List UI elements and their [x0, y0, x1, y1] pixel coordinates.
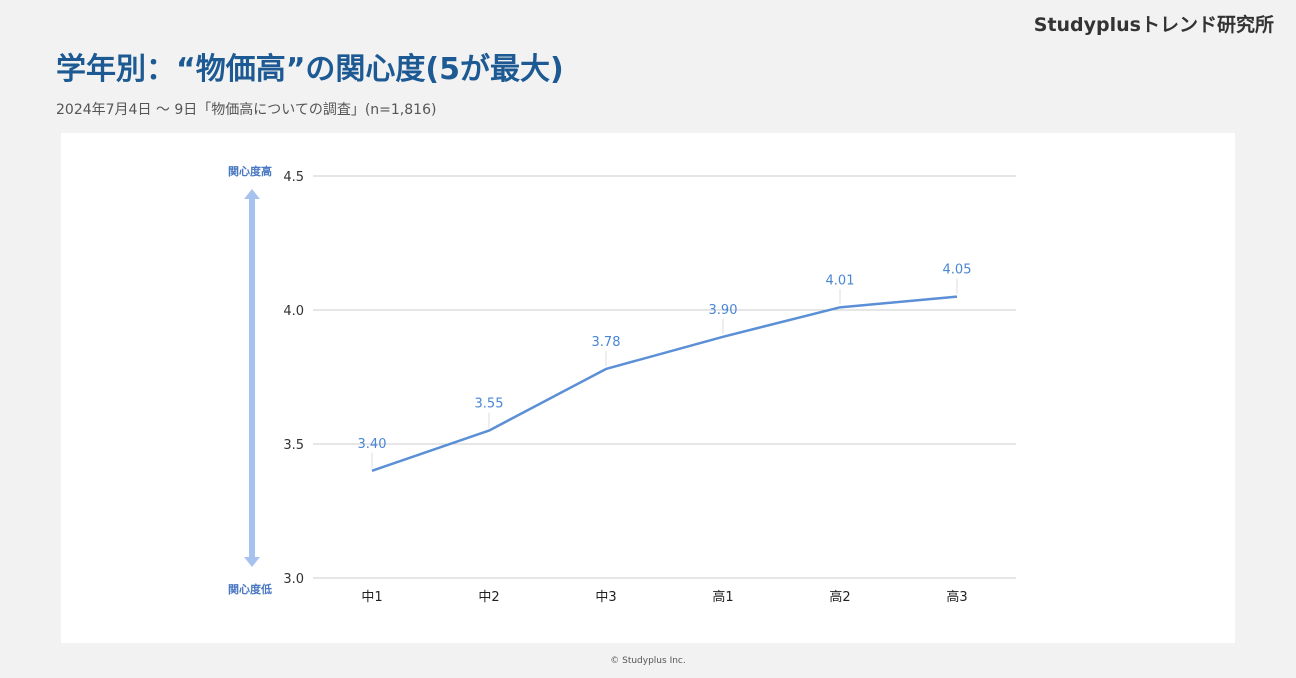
y-tick-label: 4.5 — [283, 170, 304, 185]
y-tick-label: 3.0 — [283, 572, 304, 587]
annotation-low: 関心度低 — [228, 582, 272, 596]
brand-logo: Studyplusトレンド研究所 — [1033, 14, 1274, 36]
x-tick-label: 高2 — [829, 589, 850, 605]
data-label: 3.90 — [709, 303, 738, 318]
y-tick-label: 4.0 — [283, 304, 304, 319]
page-title: 学年別：“物価高”の関心度(5が最大) — [56, 52, 564, 87]
data-label: 3.40 — [358, 437, 387, 452]
x-tick-label: 中1 — [361, 590, 382, 605]
data-label: 3.55 — [475, 397, 504, 412]
page-subtitle: 2024年7月4日 〜 9日「物価高についての調査」(n=1,816) — [56, 102, 437, 118]
x-tick-label: 高1 — [712, 589, 733, 605]
data-label: 4.05 — [943, 263, 972, 278]
series-line — [371, 295, 958, 472]
x-tick-label: 中3 — [595, 590, 616, 605]
y-tick-label: 3.5 — [283, 438, 304, 453]
interest-arrow-shaft — [249, 199, 255, 559]
interest-arrow-head-down — [244, 557, 260, 567]
interest-arrow-head-up — [244, 189, 260, 199]
annotation-high: 関心度高 — [228, 164, 272, 178]
data-label: 3.78 — [592, 335, 621, 350]
copyright-footer: © Studyplus Inc. — [610, 656, 686, 666]
data-label: 4.01 — [826, 273, 855, 288]
chart-panel: 3.0 3.5 4.0 4.5 中1 中2 中3 高1 高2 高3 関心度高関心度低 3.40 3.55… — [61, 133, 1235, 643]
x-tick-label: 中2 — [478, 590, 499, 605]
x-tick-label: 高3 — [946, 589, 967, 605]
